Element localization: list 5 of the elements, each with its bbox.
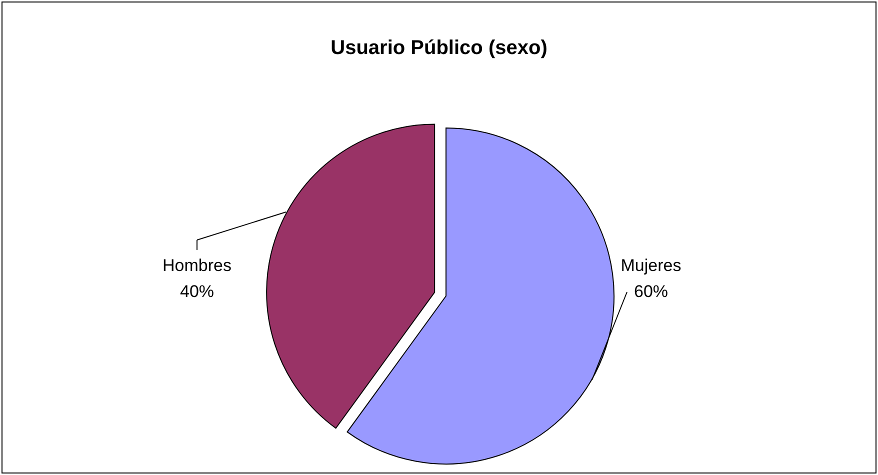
slice-label: Mujeres [620, 256, 682, 275]
legend-label: Hombres [162, 256, 232, 275]
chart-title: Usuario Público (sexo) [330, 37, 548, 59]
data-label: 60% [634, 282, 668, 301]
data-label: 40% [180, 282, 214, 301]
